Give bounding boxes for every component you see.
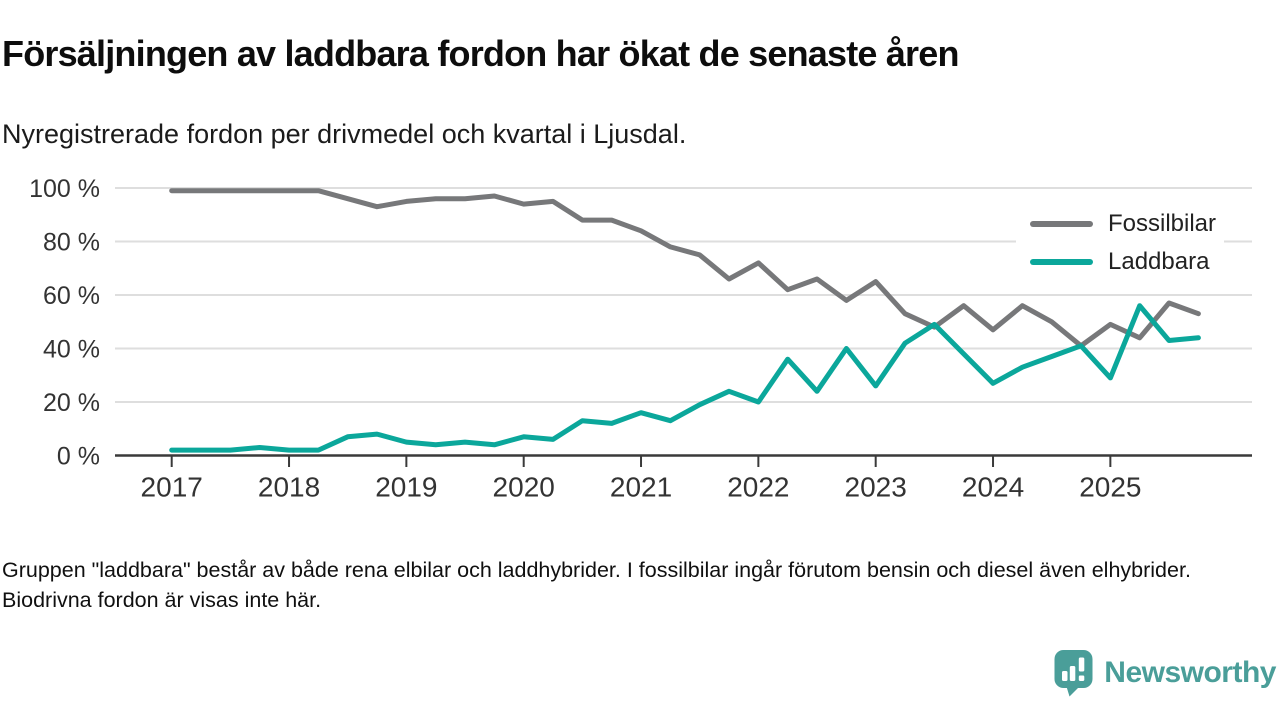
newsworthy-logo: Newsworthy: [1053, 649, 1276, 697]
legend-swatch-fossilbilar: [1030, 221, 1093, 227]
y-axis-label-80: 80 %: [43, 229, 100, 257]
series-line-laddbara: [169, 303, 1201, 453]
x-axis-label-2020: 2020: [493, 472, 555, 503]
legend-item-laddbara: Laddbara: [1030, 243, 1216, 281]
newsworthy-logo-text: Newsworthy: [1104, 656, 1276, 689]
x-axis-label-2018: 2018: [258, 472, 320, 503]
x-axis-label-2017: 2017: [141, 472, 203, 503]
y-axis-label-40: 40 %: [43, 336, 100, 364]
x-axis-label-2021: 2021: [610, 472, 672, 503]
chart-title: Försäljningen av laddbara fordon har öka…: [2, 33, 959, 74]
newsworthy-speech-bubble-icon: [1054, 650, 1093, 697]
legend-item-fossilbilar: Fossilbilar: [1030, 205, 1216, 243]
x-axis-label-2025: 2025: [1079, 472, 1141, 503]
x-axis-label-2019: 2019: [375, 472, 437, 503]
y-axis-label-20: 20 %: [43, 389, 100, 417]
x-axis-label-2023: 2023: [845, 472, 907, 503]
chart-footnote: Gruppen "laddbara" består av både rena e…: [2, 558, 1191, 612]
legend-label-laddbara: Laddbara: [1108, 248, 1210, 275]
x-axis-label-2024: 2024: [962, 472, 1024, 503]
chart-subtitle: Nyregistrerade fordon per drivmedel och …: [2, 119, 687, 149]
legend-label-fossilbilar: Fossilbilar: [1108, 210, 1217, 237]
y-axis-label-100: 100 %: [29, 175, 100, 203]
legend-swatch-laddbara: [1030, 259, 1093, 265]
series-line-fossilbilar: [169, 188, 1201, 349]
y-axis-label-60: 60 %: [43, 282, 100, 310]
x-axis-label-2022: 2022: [727, 472, 789, 503]
chart-legend: Fossilbilar Laddbara: [1016, 204, 1225, 282]
y-axis-label-0: 0 %: [57, 443, 100, 471]
